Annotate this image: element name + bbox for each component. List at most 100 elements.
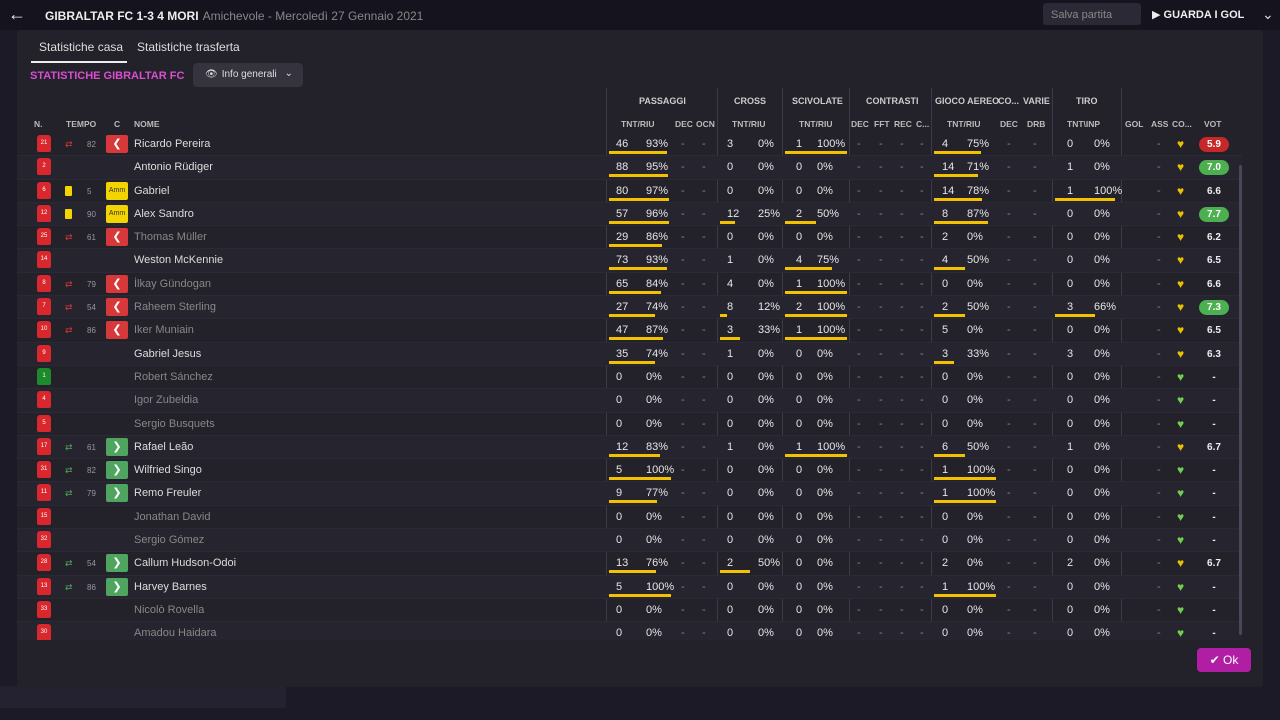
player-name[interactable]: Harvey Barnes <box>134 580 207 593</box>
player-name[interactable]: Nicolò Rovella <box>134 603 205 616</box>
condition-heart-icon: ♥ <box>1177 253 1185 268</box>
tackle-percent: 0% <box>817 231 833 244</box>
table-row[interactable]: 6 5 Amm Gabriel 80 97% - -0 0% 0 0% - - - -14 78% - -1 100… <box>17 180 1242 203</box>
player-name[interactable]: Weston McKennie <box>134 254 224 267</box>
table-row[interactable]: 13 ⇄ 86 ❯ Harvey Barnes 5 100% - -0 0% 0 0% - - - -1 100… <box>17 575 1242 599</box>
empty-cell: - <box>1007 603 1011 616</box>
empty-cell: - <box>1007 161 1011 174</box>
watch-goals-button[interactable]: ▶ GUARDA I GOL <box>1152 9 1245 21</box>
table-row[interactable]: 4 Igor Zubeldia 0 0% - - 0 0% 0 0% - - - - 0 0% - - 0 0% - ♥ - <box>17 389 1242 413</box>
column-header[interactable]: DEC <box>1000 119 1018 129</box>
player-name[interactable]: Ricardo Pereira <box>134 138 211 150</box>
table-row[interactable]: 7 ⇄ 54 ❮ Raheem Sterling 27 74% - -8 12% 2 100% - - - -… <box>17 296 1242 320</box>
view-dropdown[interactable]: 👁 Info generali ⌄ <box>193 63 303 87</box>
column-header[interactable]: DRB <box>1027 119 1046 129</box>
vote-badge: - <box>1212 371 1216 383</box>
column-header[interactable]: ASS <box>1151 119 1169 129</box>
column-header[interactable]: NOME <box>134 119 160 129</box>
tackle-percent: 0% <box>817 417 833 430</box>
cross-attempts: 3 <box>727 138 734 150</box>
column-header[interactable]: TNT/RIU <box>799 119 833 129</box>
player-name[interactable]: Sergio Busquets <box>134 417 215 430</box>
tab-home-stats[interactable]: Statistiche casa <box>39 40 124 54</box>
table-row[interactable]: 15 Jonathan David 0 0% - - 0 0% 0 0% - - - - 0 0% - - 0 0% -… <box>17 506 1242 530</box>
player-name[interactable]: Amadou Haidara <box>134 627 217 640</box>
column-header[interactable]: REC <box>894 119 912 129</box>
player-name[interactable]: Gabriel <box>134 184 170 197</box>
table-row[interactable]: 11 ⇄ 79 ❯ Remo Freuler 9 77% - -0 0% 0 0% - - - -1 100% -… <box>17 482 1242 506</box>
player-name[interactable]: Sergio Gómez <box>134 534 205 547</box>
column-header[interactable]: TNT/RIU <box>947 119 981 129</box>
success-bar <box>934 197 983 201</box>
column-header[interactable]: OCN <box>696 119 715 129</box>
player-name[interactable]: Remo Freuler <box>134 487 202 500</box>
empty-cell: - <box>1033 440 1037 453</box>
table-row[interactable]: 5 Sergio Busquets 0 0% - - 0 0% 0 0% - - - - 0 0% - - 0 0% -… <box>17 413 1242 436</box>
column-header[interactable]: TEMPO <box>66 119 97 129</box>
player-name[interactable]: Callum Hudson-Odoi <box>134 557 237 570</box>
column-header[interactable]: GOL <box>1125 119 1144 129</box>
table-row[interactable]: 32 Sergio Gómez 0 0% - - 0 0% 0 0% - - - - 0 0% - - 0 0% - ♥ - <box>17 529 1242 553</box>
success-bar <box>609 290 662 294</box>
table-row[interactable]: 17 ⇄ 61 ❯ Rafael Leão 12 83% - -1 0% 1 100% - - - -6 50%… <box>17 435 1242 460</box>
tab-away-stats[interactable]: Statistiche trasferta <box>137 40 240 54</box>
column-header[interactable]: TNT/RIU <box>732 119 766 129</box>
player-name[interactable]: Wilfried Singo <box>134 464 202 477</box>
table-row[interactable]: 2 Antonio Rüdiger 88 95% - -0 0% 0 0% - - - -14 71% - -… <box>17 156 1242 180</box>
player-name[interactable]: Robert Sánchez <box>134 370 213 383</box>
save-match-button[interactable]: Salva partita <box>1043 3 1141 25</box>
table-row[interactable]: 25 ⇄ 61 ❮ Thomas Müller 29 86% - -0 0% 0 0% - - - -2 0% -… <box>17 226 1242 250</box>
scrollbar[interactable] <box>1239 165 1242 635</box>
column-header[interactable]: TNT\INP <box>1067 119 1101 129</box>
column-header[interactable]: C <box>114 119 121 129</box>
table-row[interactable]: 31 ⇄ 82 ❯ Wilfried Singo 5 100% - -0 0% 0 0% - - - -1 10… <box>17 459 1242 483</box>
table-row[interactable]: 8 ⇄ 79 ❮ İlkay Gündogan 65 84% - -4 0% 1 100% - - - -0 0… <box>17 273 1242 297</box>
empty-cell: - <box>900 324 904 337</box>
table-row[interactable]: 1 Robert Sánchez 0 0% - - 0 0% 0 0% - - - - 0 0% - - 0 0% - ♥… <box>17 366 1242 390</box>
table-row[interactable]: 10 ⇄ 86 ❮ Iker Muniain 47 87% - -3 33% 1 100% - - - -5 0… <box>17 319 1242 343</box>
sub-on-icon: ❯ <box>106 484 128 503</box>
ok-button[interactable]: ✔ Ok <box>1197 648 1251 672</box>
cross-attempts: 0 <box>727 184 734 197</box>
player-name[interactable]: Thomas Müller <box>134 231 207 244</box>
empty-cell: - <box>702 277 706 290</box>
table-row[interactable]: 9 Gabriel Jesus 35 74% - -1 0% 0 0% - - - -3 33% - -3 0%… <box>17 342 1242 366</box>
empty-cell: - <box>857 277 861 290</box>
column-header[interactable]: CO... <box>1172 119 1192 129</box>
player-name[interactable]: Jonathan David <box>134 510 211 523</box>
player-name[interactable]: Iker Muniain <box>134 324 194 337</box>
player-name[interactable]: Raheem Sterling <box>134 301 216 314</box>
table-row[interactable]: 14 Weston McKennie 73 93% - -1 0% 4 75% - - - -4 50% -… <box>17 249 1242 273</box>
table-row[interactable]: 12 90 Amm Alex Sandro 57 96% - -12 25% 2 50% - - - -8 8… <box>17 202 1242 227</box>
player-name[interactable]: Igor Zubeldia <box>134 394 199 407</box>
empty-cell: - <box>681 207 685 220</box>
empty-cell: - <box>879 510 883 523</box>
column-header[interactable]: N. <box>34 119 43 129</box>
player-name[interactable]: Rafael Leão <box>134 440 194 453</box>
empty-cell: - <box>1157 231 1161 244</box>
success-bar <box>785 314 847 318</box>
column-header[interactable]: DEC <box>675 119 693 129</box>
player-name[interactable]: İlkay Gündogan <box>134 277 212 290</box>
back-arrow-icon[interactable]: ← <box>8 4 26 24</box>
empty-cell: - <box>1157 464 1161 477</box>
table-row[interactable]: 28 ⇄ 54 ❯ Callum Hudson-Odoi 13 76% - -2 50% 0 0% - -… <box>17 552 1242 576</box>
empty-cell: - <box>920 440 924 453</box>
column-header[interactable]: TNT/RIU <box>621 119 655 129</box>
column-header[interactable]: FFT <box>874 119 890 129</box>
player-name[interactable]: Antonio Rüdiger <box>134 161 213 174</box>
column-header[interactable]: VOT <box>1204 119 1222 129</box>
jersey-icon: 4 <box>37 391 51 409</box>
column-header[interactable]: C... <box>916 119 930 129</box>
player-name[interactable]: Gabriel Jesus <box>134 347 202 360</box>
aerial-attempts: 2 <box>942 231 949 244</box>
column-header[interactable]: DEC <box>851 119 869 129</box>
aerial-attempts: 14 <box>942 161 955 174</box>
success-bar <box>934 360 955 364</box>
chevron-down-icon[interactable]: ⌄ <box>1262 6 1274 22</box>
table-row[interactable]: 30 Amadou Haidara 0 0% - - 0 0% 0 0% - - - - 0 0% - - 0 0% -… <box>17 622 1242 640</box>
table-row[interactable]: 33 Nicolò Rovella 0 0% - - 0 0% 0 0% - - - - 0 0% - - 0 0% -… <box>17 599 1242 623</box>
player-name[interactable]: Alex Sandro <box>134 207 194 220</box>
table-row[interactable]: 21 ⇄ 82 ❮ Ricardo Pereira 46 93% - -3 0% 1 100% - - - -… <box>17 133 1242 157</box>
yellow-card-icon <box>65 208 72 219</box>
